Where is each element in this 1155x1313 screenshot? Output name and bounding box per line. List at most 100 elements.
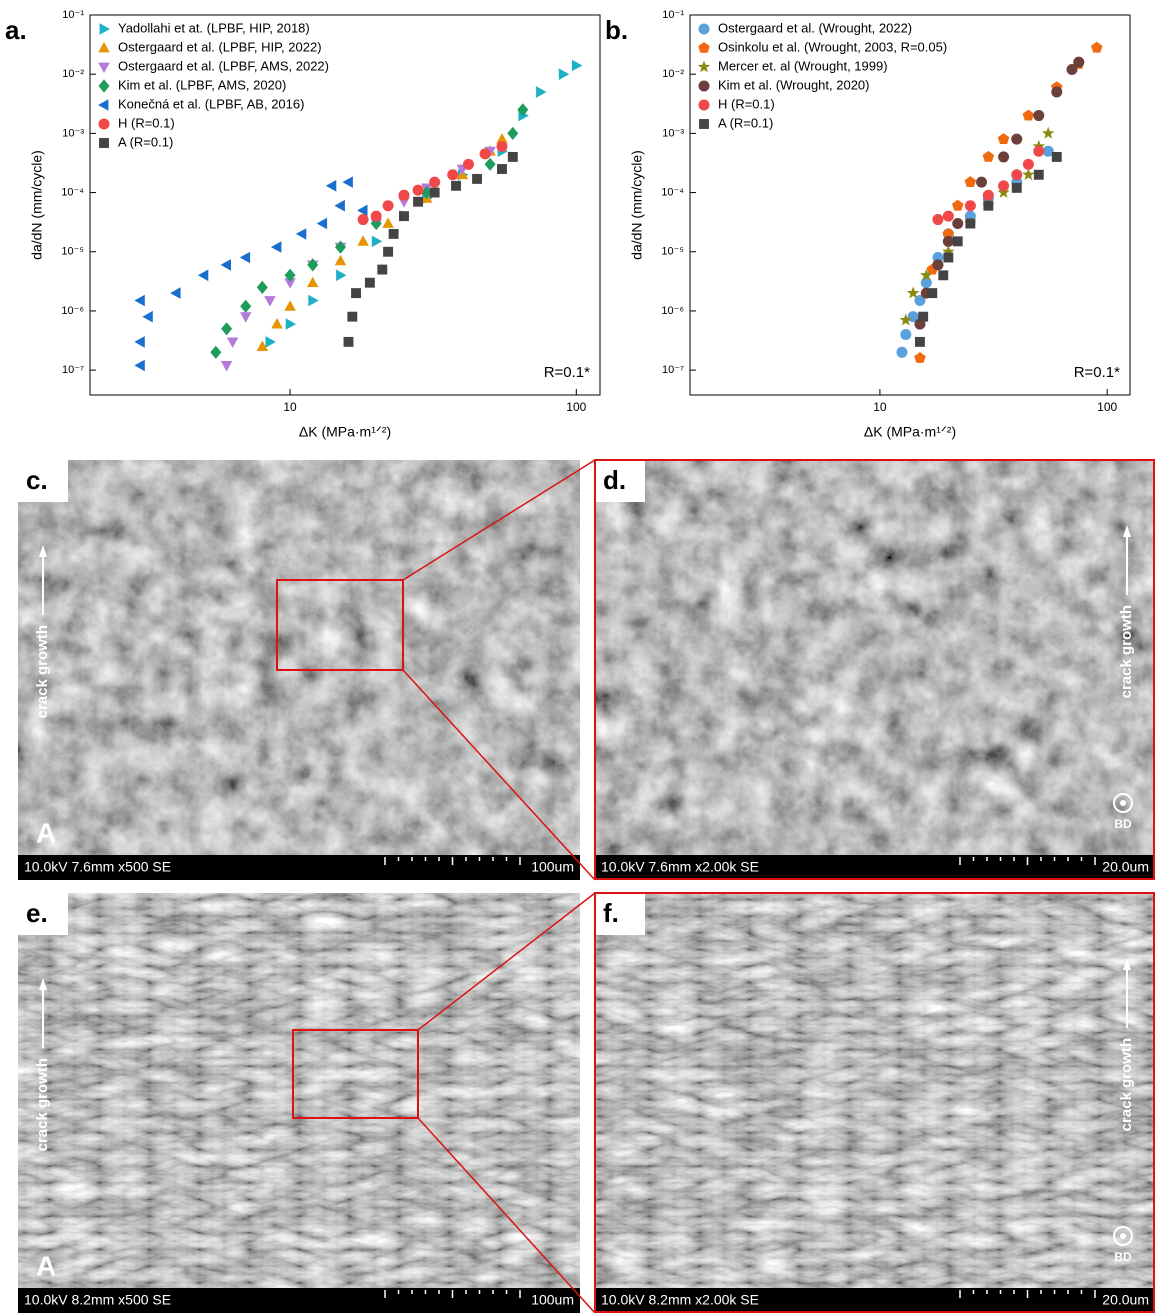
info-bar [595,855,1155,880]
data-point [347,311,358,322]
data-point [325,180,337,192]
legend-marker [698,23,710,35]
legend-label: Kim et al. (LPBF, AMS, 2020) [118,77,286,92]
y-tick-label: 10⁻² [662,68,684,80]
y-tick-label: 10⁻¹ [662,9,684,21]
data-point [364,277,375,288]
build-direction: BD [1114,817,1132,831]
data-point [370,210,382,222]
data-point [965,218,976,229]
zoom-frame [594,459,1155,880]
data-point [351,288,361,299]
data-point [1051,86,1063,98]
data-point [496,133,508,144]
data-point [1011,133,1023,145]
legend-marker [698,42,710,53]
y-tick-label: 10⁻³ [662,127,684,139]
info-bar [595,1288,1155,1313]
scale-label: 20.0um [1102,1292,1149,1308]
data-point [383,246,394,257]
data-point [377,264,388,275]
legend-marker [697,60,711,73]
data-point [142,310,153,323]
data-point [371,235,383,248]
data-point [1011,182,1022,193]
annotation: R=0.1* [544,364,590,381]
data-point [982,150,995,162]
sem-image [18,893,580,1313]
data-point [270,241,282,253]
data-point [938,270,949,281]
data-point [451,180,461,191]
data-point [307,258,319,272]
data-point [964,176,977,187]
data-point [382,200,394,212]
plot-frame [89,14,601,396]
x-tick-label: 100 [566,400,586,414]
zoom-line [402,459,596,581]
data-point [952,199,964,211]
zoom-line [417,1117,596,1313]
data-point [421,186,433,200]
legend-marker [98,42,110,53]
panel-label: c. [26,465,48,495]
legend-marker [98,99,109,111]
sem-image [595,893,1155,1313]
x-tick-label: 10 [283,400,297,414]
legend-marker [698,99,710,111]
data-point [982,189,994,201]
y-tick-label: 10⁻⁴ [661,186,684,198]
data-point [964,200,976,212]
data-point [1022,109,1035,121]
legend-marker [99,23,110,35]
data-point [942,227,955,239]
y-tick-label: 10⁻⁴ [61,186,84,198]
plot-frame [689,14,1131,396]
bd-symbol [1113,793,1133,813]
data-point [412,184,424,196]
data-point [983,200,994,211]
data-point [295,228,307,240]
data-point [1033,110,1045,122]
data-point [284,268,296,282]
label-box [595,460,645,502]
data-point [952,218,964,230]
data-point [920,277,932,289]
data-point [943,252,954,263]
legend-marker [98,62,110,73]
bd-dot [1120,800,1126,806]
direction-arrowhead [1123,958,1131,970]
bd-symbol [1113,1226,1133,1246]
sem-info: 10.0kV 7.6mm x500 SE [24,859,171,875]
direction-label: crack growth [1118,605,1135,698]
data-point [927,288,938,299]
data-point [284,300,296,311]
data-point [1066,64,1078,76]
data-point [914,336,925,347]
legend-marker [698,80,710,92]
y-axis-label: da/dN (mm/cycle) [29,150,45,260]
data-point [447,169,459,181]
data-point [1011,169,1023,181]
data-point [170,287,181,299]
bd-dot [1120,1233,1126,1239]
data-point [914,295,926,307]
data-point [256,340,269,351]
annotation: R=0.1* [1074,364,1120,381]
data-point [240,299,252,313]
direction-arrowhead [1123,525,1131,537]
zoom-line [402,669,596,881]
data-point [264,296,276,307]
panel-label: d. [603,465,626,495]
data-point [220,361,233,372]
data-point [334,199,345,212]
zoom-box [276,579,404,671]
data-point [210,345,222,359]
x-axis-label: ΔK (MPa·m¹ᐟ²) [299,424,391,440]
legend-label: H (R=0.1) [718,96,775,111]
data-point [1042,145,1054,157]
panel-label: a. [5,15,27,45]
data-point [900,328,912,340]
sem-info: 10.0kV 8.2mm x2.00k SE [601,1292,759,1308]
